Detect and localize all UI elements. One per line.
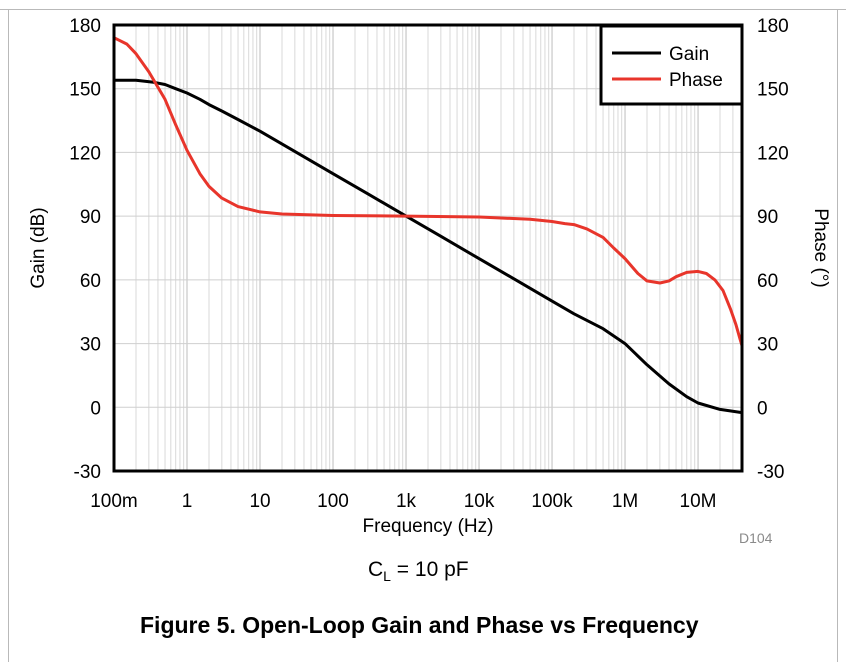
- y-tick-label-right: 60: [757, 271, 778, 292]
- series: [112, 36, 744, 415]
- y-tick-label-left: 30: [80, 335, 101, 356]
- condition-subscript: L: [383, 568, 391, 585]
- x-tick-label: 10k: [464, 491, 495, 512]
- legend-label-gain: Gain: [669, 44, 709, 65]
- x-tick-label: 10: [249, 491, 270, 512]
- y-tick-label-right: 30: [757, 335, 778, 356]
- y-axis-title-left: Gain (dB): [28, 207, 49, 288]
- series-line-phase: [112, 36, 744, 348]
- y-tick-label-right: 0: [757, 398, 768, 419]
- figure-caption: Figure 5. Open-Loop Gain and Phase vs Fr…: [140, 612, 699, 638]
- y-tick-label-left: 90: [80, 207, 101, 228]
- series-line-gain: [112, 78, 744, 415]
- y-tick-label-right: 120: [757, 143, 789, 164]
- tick-labels: 100m 1 10 100 1k 10k 100k 1M 10M 180 150 120 90 60 30 0…: [69, 16, 788, 512]
- frame-right-border: [837, 9, 838, 662]
- y-tick-label-left: 180: [69, 16, 101, 37]
- y-tick-label-left: 120: [69, 143, 101, 164]
- condition-value: = 10 pF: [390, 558, 469, 581]
- x-tick-label: 1k: [396, 491, 417, 512]
- legend: Gain Phase: [599, 24, 744, 106]
- x-tick-label: 10M: [680, 491, 717, 512]
- frame-left-border: [8, 9, 9, 662]
- x-axis-title: Frequency (Hz): [363, 516, 494, 537]
- x-tick-label: 100m: [90, 491, 138, 512]
- chart-identifier: D104: [739, 530, 773, 546]
- x-tick-label: 100k: [531, 491, 573, 512]
- condition-symbol: C: [368, 558, 384, 581]
- y-tick-label-right: 90: [757, 207, 778, 228]
- plot-area-border: [112, 23, 744, 473]
- x-tick-label: 100: [317, 491, 349, 512]
- legend-label-phase: Phase: [669, 70, 723, 91]
- x-tick-label: 1: [182, 491, 193, 512]
- y-tick-label-left: 0: [90, 398, 101, 419]
- y-tick-label-left: 150: [69, 80, 101, 101]
- y-tick-label-right: 150: [757, 80, 789, 101]
- y-tick-label-left: -30: [74, 462, 101, 483]
- frame-top-border: [0, 9, 846, 10]
- load-condition: CL = 10 pF: [368, 558, 469, 584]
- y-axis-title-right: Phase (°): [810, 208, 831, 287]
- legend-box: [599, 24, 744, 106]
- x-tick-label: 1M: [612, 491, 638, 512]
- y-tick-label-left: 60: [80, 271, 101, 292]
- y-tick-label-right: 180: [757, 16, 789, 37]
- y-tick-label-right: -30: [757, 462, 784, 483]
